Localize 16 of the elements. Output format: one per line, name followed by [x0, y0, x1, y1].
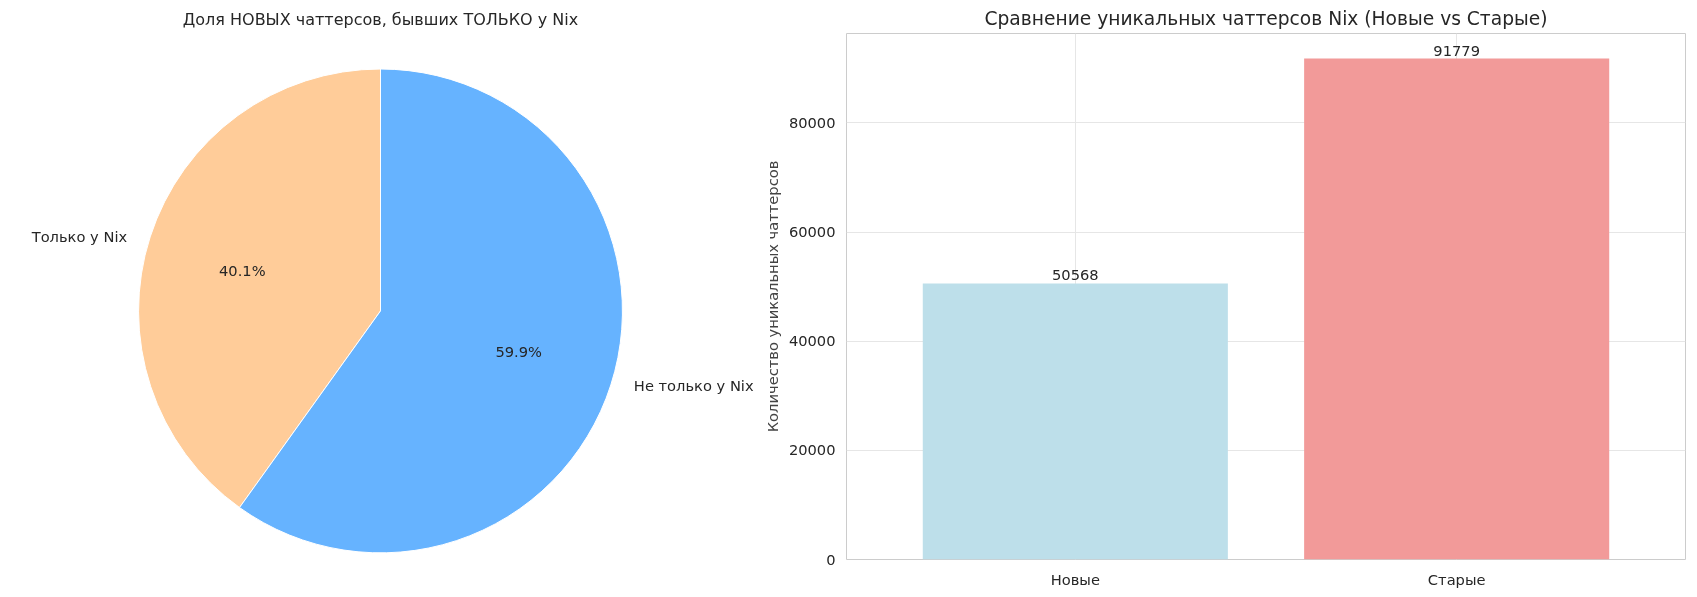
slice-label: Не только у Nix: [633, 377, 754, 395]
y-axis-title: Количество уникальных чаттерсов: [763, 160, 781, 433]
data-label: 50568: [1052, 266, 1099, 284]
y-tick-label: 80000: [788, 113, 836, 131]
data-label: 91779: [1433, 41, 1480, 59]
y-tick-label: 60000: [788, 223, 836, 241]
y-tick-label: 40000: [788, 332, 836, 350]
chart-title: Доля НОВЫХ чаттерсов, бывших ТОЛЬКО у Nix: [182, 9, 579, 29]
data-label: 40.1%: [219, 261, 266, 279]
y-tick-label: 20000: [788, 441, 836, 459]
slice-label: Только у Nix: [30, 227, 128, 245]
x-tick-label: Новые: [1050, 570, 1100, 588]
x-tick-label: Старые: [1427, 570, 1486, 588]
y-tick-label: 0: [826, 550, 836, 568]
data-label: 59.9%: [495, 343, 543, 361]
chart-title: Сравнение уникальных чаттерсов Nix (Новые vs Старые): [984, 7, 1548, 29]
